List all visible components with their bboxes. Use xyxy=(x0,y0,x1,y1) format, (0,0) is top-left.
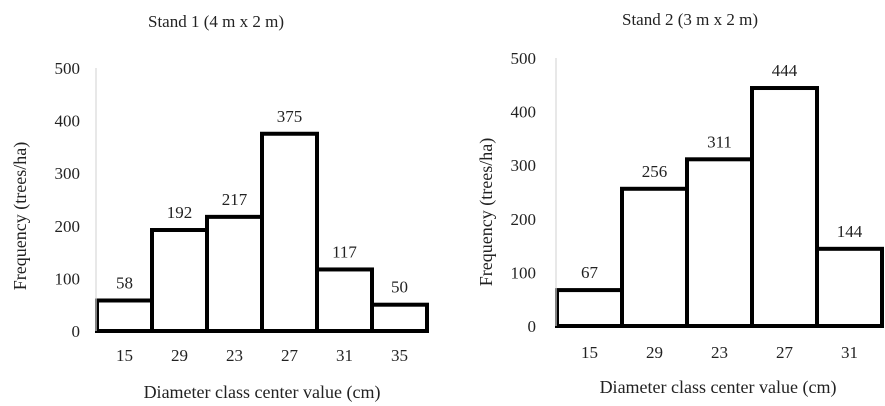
y-tick-label: 400 xyxy=(55,112,81,131)
x-tick-label: 23 xyxy=(711,343,728,362)
data-label: 144 xyxy=(837,222,863,241)
chart-stand-2: Stand 2 (3 m x 2 m) Frequency (trees/ha)… xyxy=(476,10,884,398)
bar-35 xyxy=(370,302,429,334)
data-label: 311 xyxy=(707,132,732,151)
chart-title: Stand 1 (4 m x 2 m) xyxy=(148,12,284,31)
chart-title: Stand 2 (3 m x 2 m) xyxy=(622,10,758,29)
bar-31 xyxy=(815,246,884,328)
y-tick-label: 500 xyxy=(511,49,537,68)
y-tick-label: 100 xyxy=(511,263,537,282)
data-label: 67 xyxy=(581,263,599,282)
y-tick-label: 300 xyxy=(55,164,81,183)
bars xyxy=(555,86,884,329)
y-tick-label: 100 xyxy=(55,269,81,288)
bar-29 xyxy=(620,186,689,328)
data-labels: 58 192 217 375 117 50 xyxy=(116,107,408,297)
x-tick-label: 29 xyxy=(646,343,663,362)
y-tick-label: 300 xyxy=(511,156,537,175)
data-label: 50 xyxy=(391,278,408,297)
bars xyxy=(95,131,429,334)
data-label: 375 xyxy=(277,107,303,126)
x-tick-label: 15 xyxy=(581,343,598,362)
x-ticks: 15 29 23 27 31 xyxy=(581,343,858,362)
x-axis-label: Diameter class center value (cm) xyxy=(144,382,381,403)
x-tick-label: 35 xyxy=(391,346,408,365)
x-tick-label: 29 xyxy=(171,346,188,365)
bar-27 xyxy=(750,86,819,328)
x-tick-label: 27 xyxy=(281,346,299,365)
x-tick-label: 23 xyxy=(226,346,243,365)
y-tick-label: 200 xyxy=(511,210,537,229)
bar-29 xyxy=(150,228,209,333)
y-tick-label: 0 xyxy=(72,322,81,341)
data-label: 58 xyxy=(116,273,133,292)
x-tick-label: 31 xyxy=(841,343,858,362)
bar-23 xyxy=(205,214,264,333)
bar-23 xyxy=(685,157,754,328)
y-axis-label: Frequency (trees/ha) xyxy=(10,142,31,290)
bar-27 xyxy=(260,131,319,333)
y-tick-label: 500 xyxy=(55,59,81,78)
chart-stand-1: Stand 1 (4 m x 2 m) Frequency (trees/ha)… xyxy=(10,12,429,403)
y-tick-label: 400 xyxy=(511,103,537,122)
y-axis-label: Frequency (trees/ha) xyxy=(476,138,497,286)
bar-31 xyxy=(315,267,374,334)
y-ticks: 0 100 200 300 400 500 xyxy=(511,49,537,336)
bar-15 xyxy=(95,298,154,334)
data-label: 192 xyxy=(167,203,193,222)
x-tick-label: 15 xyxy=(116,346,133,365)
y-ticks: 0 100 200 300 400 500 xyxy=(55,59,81,341)
data-label: 117 xyxy=(332,242,357,261)
x-tick-label: 27 xyxy=(776,343,794,362)
y-tick-label: 200 xyxy=(55,217,81,236)
data-label: 217 xyxy=(222,190,248,209)
bar-15 xyxy=(555,288,624,329)
y-tick-label: 0 xyxy=(528,317,537,336)
x-tick-label: 31 xyxy=(336,346,353,365)
data-label: 444 xyxy=(772,61,798,80)
x-ticks: 15 29 23 27 31 35 xyxy=(116,346,408,365)
data-label: 256 xyxy=(642,162,668,181)
data-labels: 67 256 311 444 144 xyxy=(581,61,863,282)
x-axis-label: Diameter class center value (cm) xyxy=(600,377,837,398)
